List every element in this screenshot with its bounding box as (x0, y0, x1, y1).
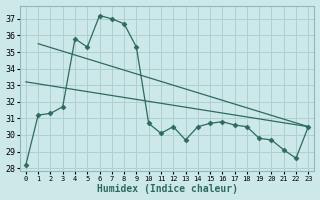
X-axis label: Humidex (Indice chaleur): Humidex (Indice chaleur) (97, 184, 237, 194)
